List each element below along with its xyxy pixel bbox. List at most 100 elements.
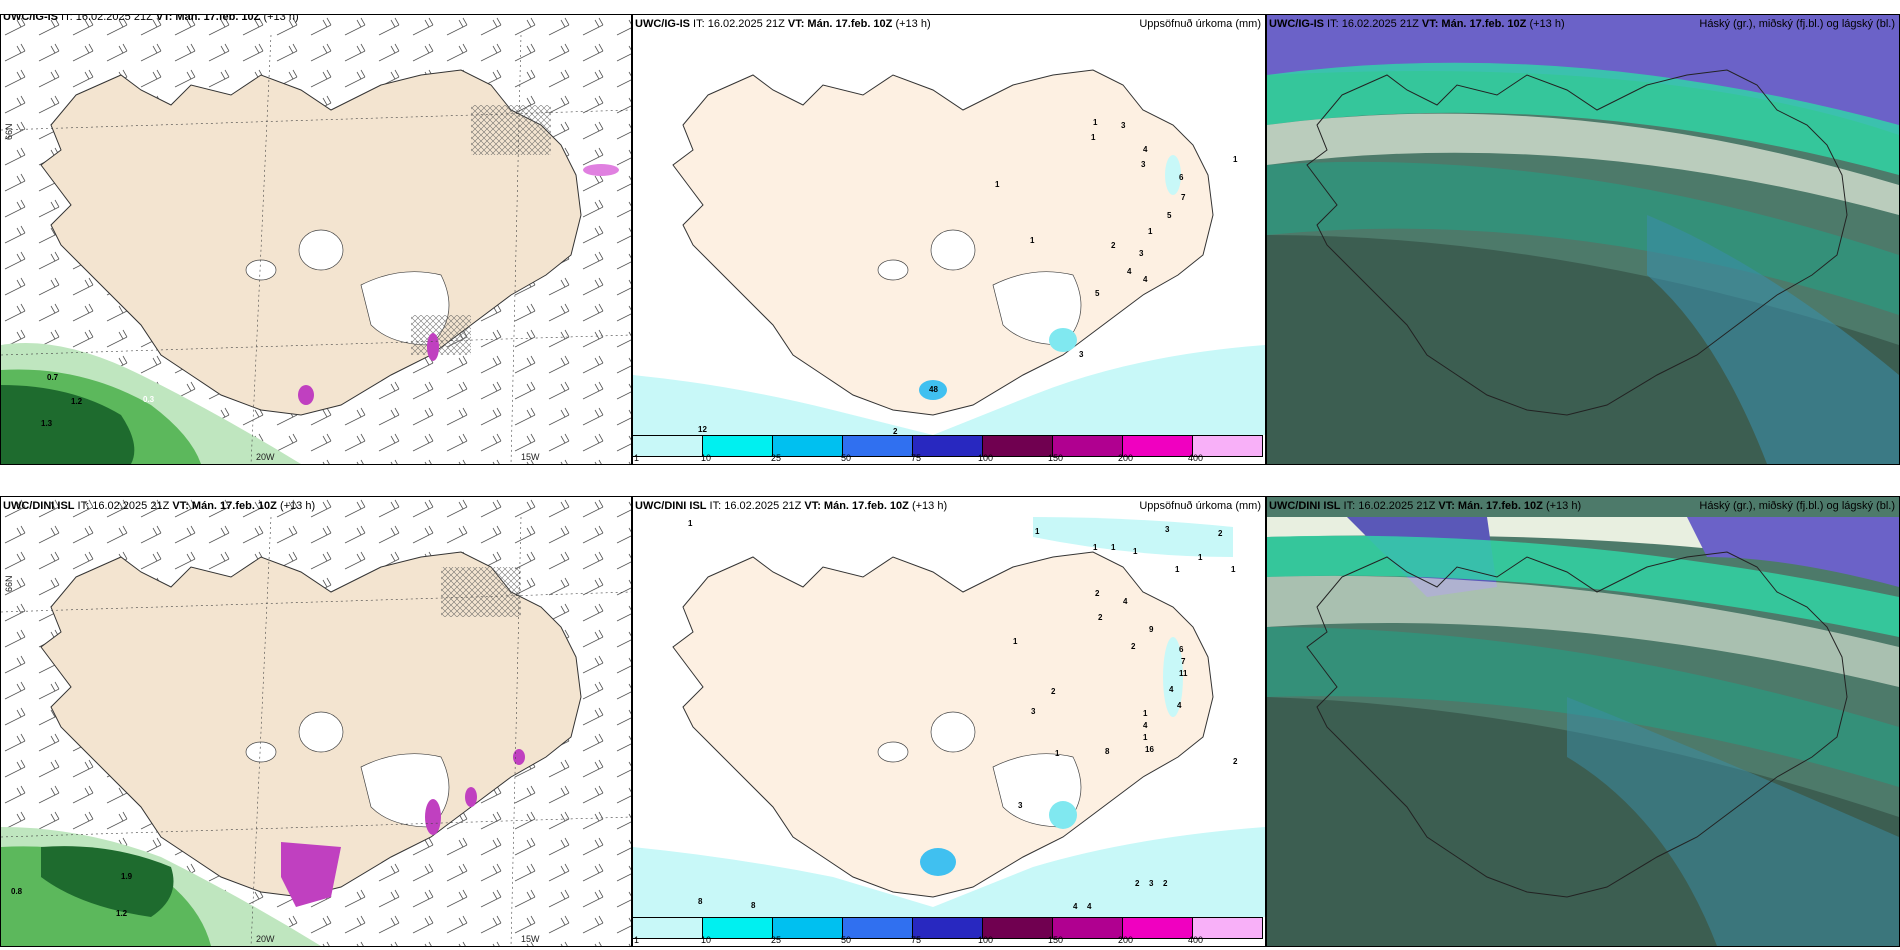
precip-value: 1 bbox=[1093, 118, 1098, 127]
precip-value: 1 bbox=[1175, 565, 1180, 574]
precip-value: 3 bbox=[1031, 707, 1036, 716]
precip-value: 7 bbox=[1181, 193, 1186, 202]
precip-value: 1 bbox=[1091, 133, 1096, 142]
panel-field-label: Uppsöfnuð úrkoma (mm) bbox=[1139, 18, 1261, 30]
precip-value: 11 bbox=[1179, 669, 1188, 678]
colorbar-tick: 400 bbox=[1188, 453, 1204, 463]
wind-value: 1.2 bbox=[116, 909, 128, 918]
wind-value: 0.7 bbox=[47, 373, 59, 382]
precip-value: 4 bbox=[1073, 902, 1078, 911]
precip-value: 3 bbox=[1139, 249, 1144, 258]
precip-value: 1 bbox=[1231, 565, 1236, 574]
precip-value: 4 bbox=[1169, 685, 1174, 694]
precip-value: 1 bbox=[1233, 155, 1238, 164]
precip-value: 8 bbox=[698, 897, 703, 906]
wind-value: 0.8 bbox=[11, 887, 23, 896]
precip-value: 4 bbox=[1177, 701, 1182, 710]
panel-wind-bottom: UWC/DINI ISL IT: 16.02.2025 21Z VT: Mán.… bbox=[0, 496, 632, 947]
colorbar bbox=[633, 917, 1263, 939]
precip-value: 1 bbox=[1093, 543, 1098, 552]
colorbar-swatch bbox=[703, 436, 773, 456]
colorbar-swatch bbox=[913, 436, 983, 456]
colorbar-swatch bbox=[843, 436, 913, 456]
precip-value: 48 bbox=[929, 385, 938, 394]
precip-value: 1 bbox=[1013, 637, 1018, 646]
precip-map-svg bbox=[633, 69, 1265, 435]
panel-title: UWC/IG-IS IT: 16.02.2025 21Z VT: Mán. 17… bbox=[635, 18, 931, 30]
precip-value: 2 bbox=[1135, 879, 1140, 888]
panel-field-label: Uppsöfnuð úrkoma (mm) bbox=[1139, 500, 1261, 512]
precip-value: 1 bbox=[1198, 553, 1203, 562]
colorbar-tick: 50 bbox=[841, 453, 852, 463]
wind-map-svg bbox=[1, 15, 631, 464]
panel-field-label: Háský (gr.), miðský (fj.bl.) og lágský (… bbox=[1699, 18, 1895, 30]
panel-title: UWC/DINI ISL IT: 16.02.2025 21Z VT: Mán.… bbox=[635, 500, 948, 512]
precip-value: 3 bbox=[1149, 879, 1154, 888]
precip-value: 2 bbox=[1098, 613, 1103, 622]
colorbar-swatch bbox=[1053, 436, 1123, 456]
panel-title: UWC/IG-IS IT: 16.02.2025 21Z VT: Mán. 17… bbox=[1269, 18, 1565, 30]
panel-field-label: Háský (gr.), miðský (fj.bl.) og lágský (… bbox=[1699, 500, 1895, 512]
colorbar-swatch bbox=[633, 918, 703, 938]
colorbar-swatch bbox=[1193, 918, 1263, 938]
panel-title: UWC/DINI ISL IT: 16.02.2025 21Z VT: Mán.… bbox=[3, 500, 316, 512]
colorbar-tick: 10 bbox=[701, 453, 712, 463]
precip-value: 2 bbox=[1218, 529, 1223, 538]
colorbar-tick: 75 bbox=[911, 453, 922, 463]
lon-label: 15W bbox=[521, 452, 540, 462]
colorbar-swatch bbox=[703, 918, 773, 938]
panel-precip-bottom: UWC/DINI ISL IT: 16.02.2025 21Z VT: Mán.… bbox=[632, 496, 1266, 947]
precip-value: 1 bbox=[1143, 709, 1148, 718]
precip-value: 4 bbox=[1127, 267, 1132, 276]
precip-value: 7 bbox=[1181, 657, 1186, 666]
precip-value: 1 bbox=[1148, 227, 1153, 236]
colorbar-swatch bbox=[773, 918, 843, 938]
precip-value: 8 bbox=[751, 901, 756, 910]
precip-value: 3 bbox=[1165, 525, 1170, 534]
precip-value: 2 bbox=[1163, 879, 1168, 888]
precip-value: 4 bbox=[1123, 597, 1128, 606]
colorbar-swatch bbox=[983, 436, 1053, 456]
precip-value: 1 bbox=[1111, 543, 1116, 552]
colorbar-tick: 25 bbox=[771, 453, 782, 463]
wind-value: 1.2 bbox=[71, 397, 83, 406]
colorbar-tick: 200 bbox=[1118, 453, 1134, 463]
precip-value: 5 bbox=[1167, 211, 1172, 220]
precip-value: 2 bbox=[1095, 589, 1100, 598]
precip-value: 5 bbox=[1095, 289, 1100, 298]
precip-value: 4 bbox=[1087, 902, 1092, 911]
colorbar-tick: 50 bbox=[841, 935, 852, 945]
colorbar-swatch bbox=[1123, 436, 1193, 456]
precip-value: 9 bbox=[1149, 625, 1154, 634]
wind-map-svg bbox=[1, 497, 631, 946]
precip-value: 3 bbox=[1121, 121, 1126, 130]
precip-value: 8 bbox=[1105, 747, 1110, 756]
precip-value: 2 bbox=[1111, 241, 1116, 250]
colorbar-swatch bbox=[983, 918, 1053, 938]
precip-value: 6 bbox=[1179, 645, 1184, 654]
precip-value: 12 bbox=[698, 425, 707, 434]
precip-value: 3 bbox=[1079, 350, 1084, 359]
precip-value: 4 bbox=[1143, 145, 1148, 154]
lon-label: 20W bbox=[256, 452, 275, 462]
colorbar-swatch bbox=[843, 918, 913, 938]
colorbar-tick: 150 bbox=[1048, 453, 1064, 463]
colorbar-tick: 100 bbox=[978, 935, 994, 945]
lat-label: 66N bbox=[4, 575, 14, 592]
precip-value: 4 bbox=[1143, 275, 1148, 284]
colorbar-swatch bbox=[773, 436, 843, 456]
wind-value: 0.3 bbox=[143, 395, 155, 404]
colorbar bbox=[633, 435, 1263, 457]
precip-map-svg bbox=[633, 517, 1265, 917]
colorbar-tick: 10 bbox=[701, 935, 712, 945]
precip-value: 16 bbox=[1145, 745, 1154, 754]
panel-clouds-bottom: UWC/DINI ISL IT: 16.02.2025 21Z VT: Mán.… bbox=[1266, 496, 1900, 947]
cloud-map-svg bbox=[1267, 497, 1899, 946]
cloud-map-svg bbox=[1267, 15, 1899, 464]
panel-wind-top: UWC/IG-IS IT: 16.02.2025 21Z VT: Mán. 17… bbox=[0, 14, 632, 465]
precip-value: 1 bbox=[1143, 733, 1148, 742]
precip-value: 1 bbox=[1055, 749, 1060, 758]
precip-value: 2 bbox=[1233, 757, 1238, 766]
colorbar-tick: 100 bbox=[978, 453, 994, 463]
panel-precip-top: UWC/IG-IS IT: 16.02.2025 21Z VT: Mán. 17… bbox=[632, 14, 1266, 465]
